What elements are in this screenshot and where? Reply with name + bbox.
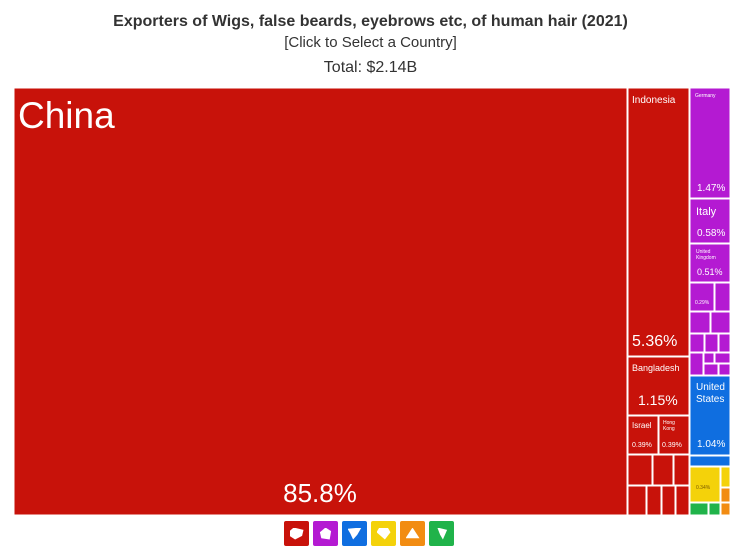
region-north-america-icon[interactable]: [342, 521, 367, 546]
tile-europe-small[interactable]: [704, 333, 719, 353]
tile-south-america-small[interactable]: [689, 502, 709, 516]
label-israel: Israel: [632, 421, 652, 430]
tile-europe-small[interactable]: [689, 333, 705, 353]
label-united-states: States: [696, 394, 724, 405]
tile-asia-small[interactable]: [675, 485, 690, 516]
tile-united-kingdom[interactable]: [689, 243, 731, 283]
label-united-kingdom: Kingdom: [696, 255, 716, 261]
tile-italy[interactable]: [689, 198, 731, 244]
pct-europe-small: 0.29%: [695, 300, 710, 306]
tile-asia-small[interactable]: [661, 485, 676, 516]
tile-asia-small[interactable]: [673, 454, 690, 486]
label-china: China: [18, 95, 115, 136]
pct-italy: 0.58%: [697, 228, 725, 239]
label-united-kingdom: United: [696, 249, 711, 255]
chart-title: Exporters of Wigs, false beards, eyebrow…: [113, 13, 628, 30]
label-bangladesh: Bangladesh: [632, 363, 680, 373]
label-hong-kong: Kong: [663, 426, 675, 432]
tile-asia-small[interactable]: [627, 454, 653, 486]
tile-asia-small[interactable]: [652, 454, 674, 486]
select-country-link[interactable]: [Click to Select a Country]: [284, 34, 457, 51]
tile-europe-small[interactable]: [714, 282, 731, 312]
pct-hong-kong: 0.39%: [662, 442, 682, 449]
pct-indonesia: 5.36%: [632, 333, 677, 350]
total-label: Total: $2.14B: [323, 59, 418, 76]
tile-europe-small[interactable]: [689, 352, 704, 376]
tile-europe-small[interactable]: [703, 363, 719, 376]
pct-africa: 0.34%: [696, 485, 711, 491]
label-hong-kong: Hong: [663, 420, 675, 426]
tile-germany[interactable]: [689, 87, 731, 199]
tile-africa-small[interactable]: [720, 466, 731, 488]
region-oceania-icon[interactable]: [400, 521, 425, 546]
tile-united-states[interactable]: [689, 375, 731, 456]
label-germany: Germany: [695, 93, 716, 99]
label-italy: Italy: [696, 206, 717, 218]
tile-europe-small[interactable]: [710, 311, 731, 334]
tile-hong-kong[interactable]: [658, 415, 690, 455]
pct-china: 85.8%: [283, 478, 357, 508]
tile-oceania-small[interactable]: [720, 502, 731, 516]
pct-israel: 0.39%: [632, 442, 652, 449]
tile-europe-small[interactable]: [689, 282, 715, 312]
tile-china[interactable]: [13, 87, 628, 516]
tile-europe-small[interactable]: [689, 311, 711, 334]
tile-south-america-small[interactable]: [708, 502, 721, 516]
pct-bangladesh: 1.15%: [638, 392, 678, 408]
tile-israel[interactable]: [627, 415, 659, 455]
tile-asia-small[interactable]: [646, 485, 662, 516]
tile-europe-small[interactable]: [718, 363, 731, 376]
region-asia-icon[interactable]: [284, 521, 309, 546]
region-filter-bar: [284, 521, 454, 549]
pct-united-kingdom: 0.51%: [697, 267, 723, 277]
tile-europe-small[interactable]: [714, 352, 731, 364]
region-europe-icon[interactable]: [313, 521, 338, 546]
tile-oceania-small[interactable]: [720, 487, 731, 503]
tile-indonesia[interactable]: [627, 87, 690, 357]
pct-germany: 1.47%: [697, 183, 725, 194]
tile-asia-small[interactable]: [627, 485, 647, 516]
tile-north-america-small[interactable]: [689, 455, 731, 467]
tile-europe-small[interactable]: [703, 352, 715, 364]
tile-europe-small[interactable]: [718, 333, 731, 353]
label-united-states: United: [696, 382, 725, 393]
region-africa-icon[interactable]: [371, 521, 396, 546]
region-south-america-icon[interactable]: [429, 521, 454, 546]
label-indonesia: Indonesia: [632, 95, 676, 106]
tile-africa[interactable]: [689, 466, 721, 503]
pct-united-states: 1.04%: [697, 439, 725, 450]
tile-bangladesh[interactable]: [627, 356, 690, 416]
